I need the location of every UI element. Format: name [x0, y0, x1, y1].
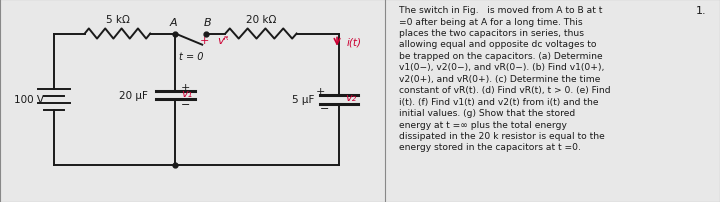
- Text: −: −: [181, 99, 190, 109]
- Text: vᴿ: vᴿ: [217, 35, 229, 45]
- Text: The switch in Fig.   is moved from A to B at t
=0 after being at A for a long ti: The switch in Fig. is moved from A to B …: [399, 6, 611, 152]
- Text: B: B: [204, 18, 212, 28]
- Text: 5 μF: 5 μF: [292, 95, 314, 105]
- Text: 1.: 1.: [696, 6, 706, 16]
- Text: A: A: [169, 18, 177, 28]
- Text: −: −: [320, 103, 329, 114]
- Text: v₁: v₁: [181, 89, 192, 99]
- Text: +: +: [181, 82, 190, 93]
- Text: i(t): i(t): [347, 37, 361, 47]
- Text: t = 0: t = 0: [179, 52, 204, 61]
- Text: 20 μF: 20 μF: [120, 91, 148, 101]
- Text: 100 V: 100 V: [14, 95, 45, 105]
- Text: +: +: [316, 86, 325, 97]
- Text: +: +: [199, 35, 209, 45]
- Text: v₂: v₂: [345, 93, 356, 103]
- Text: 5 kΩ: 5 kΩ: [106, 15, 130, 25]
- Text: 20 kΩ: 20 kΩ: [246, 15, 276, 25]
